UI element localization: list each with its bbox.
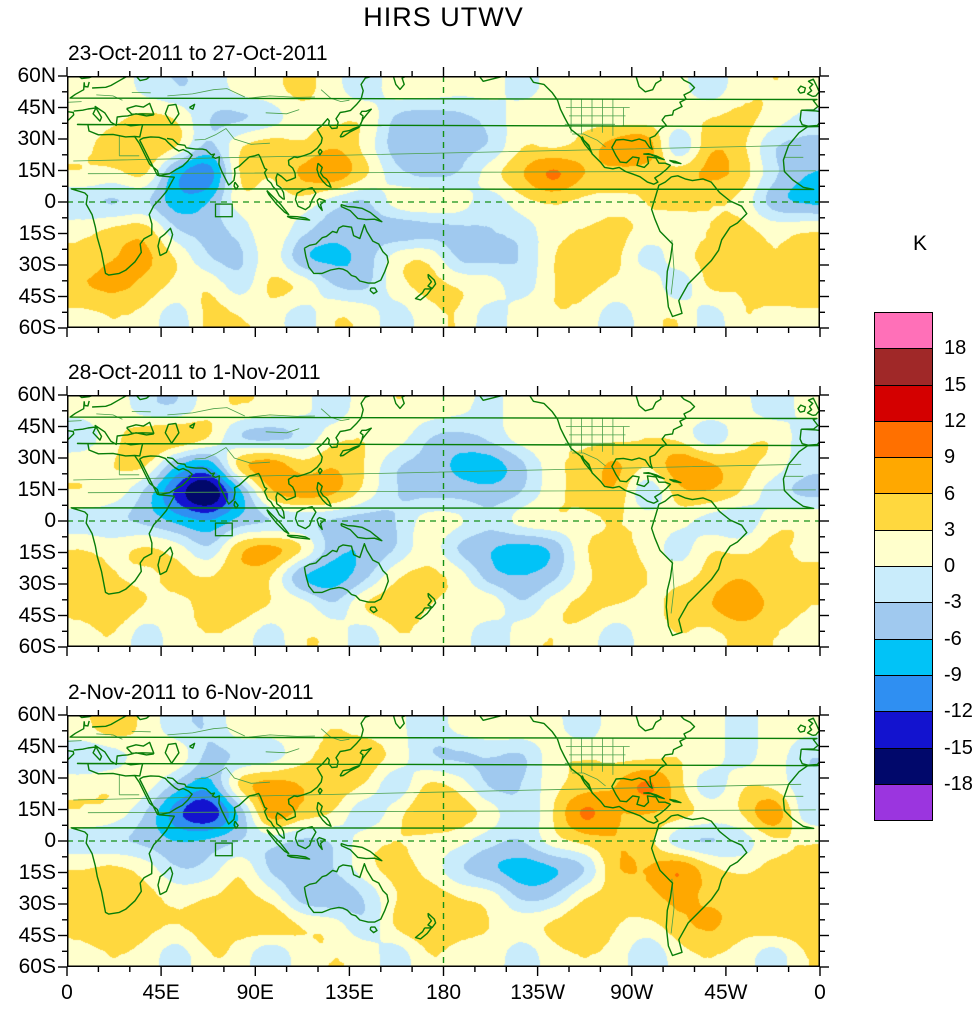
map-frame: [67, 76, 820, 328]
lat-tick-label: 15N: [17, 158, 56, 182]
map-panel-2: [58, 386, 829, 656]
colorbar-segment: [875, 493, 932, 530]
panel-2-title: 28-Oct-2011 to 1-Nov-2011: [68, 361, 321, 384]
map-frame: [67, 395, 820, 647]
panel-3-title: 2-Nov-2011 to 6-Nov-2011: [68, 681, 314, 704]
lat-tick-label: 60S: [18, 955, 56, 978]
lat-tick-label: 30N: [17, 446, 56, 469]
colorbar-segment: [875, 711, 932, 748]
colorbar: [874, 312, 933, 822]
lat-tick-label: 15S: [18, 221, 56, 245]
map-frame: [67, 715, 820, 967]
panel-1-map-overlay: [58, 67, 829, 337]
country-borders: [67, 727, 816, 934]
colorbar-unit-label: K: [912, 232, 927, 255]
lat-tick-label: 45N: [17, 414, 56, 438]
lon-tick-label: 180: [425, 981, 462, 1004]
colorbar-tick-label: -3: [944, 591, 962, 614]
lat-tick-label: 15N: [17, 477, 56, 501]
colorbar-tick-label: 6: [944, 482, 956, 505]
lon-tick-label: 90W: [610, 981, 654, 1004]
lon-tick-label: 0: [61, 981, 73, 1004]
colorbar-segment: [875, 674, 932, 712]
map-panel-3: [58, 706, 829, 976]
lat-tick-label: 30N: [17, 766, 56, 789]
colorbar-tick-label: -9: [944, 664, 962, 686]
colorbar-segment: [875, 783, 932, 821]
coastlines: [69, 395, 820, 637]
lat-tick-label: 30S: [18, 253, 56, 276]
lat-tick-label: 45N: [17, 95, 56, 119]
lat-tick-label: 45S: [18, 603, 56, 627]
colorbar-tick-label: 12: [944, 409, 967, 432]
lat-tick-label: 60S: [18, 316, 56, 339]
lat-tick-label: 45S: [18, 923, 56, 947]
lat-tick-label: 60S: [18, 635, 56, 658]
page-title: HIRS UTWV: [363, 2, 524, 32]
lat-tick-label: 30S: [18, 892, 56, 915]
colorbar-segment: [875, 313, 932, 349]
colorbar-tick-label: 9: [944, 446, 956, 469]
lat-tick-label: 45S: [18, 284, 56, 308]
lon-tick-label: 45W: [704, 981, 748, 1004]
colorbar-segment: [875, 420, 932, 458]
country-borders: [67, 88, 816, 295]
country-borders: [819, 101, 820, 103]
map-panel-1: [58, 67, 829, 337]
lat-tick-label: 30S: [18, 572, 56, 595]
axis-ticks: [58, 67, 829, 337]
coastlines: [69, 76, 820, 318]
lat-tick-label: 60N: [17, 64, 56, 87]
lon-tick-label: 90E: [236, 981, 274, 1004]
colorbar-segment: [875, 457, 932, 494]
lat-tick-label: 0: [44, 829, 56, 852]
colorbar-tick-label: -6: [944, 627, 962, 650]
lat-tick-label: 60N: [17, 703, 56, 726]
panel-1-title: 23-Oct-2011 to 27-Oct-2011: [68, 42, 328, 65]
lat-tick-label: 0: [44, 509, 56, 532]
lat-tick-label: 15S: [18, 540, 56, 564]
coastlines: [823, 76, 979, 317]
lon-tick-label: 135W: [510, 981, 566, 1004]
colorbar-segment: [875, 348, 932, 385]
lon-tick-label: 0: [814, 981, 826, 1004]
country-borders: [67, 407, 816, 614]
colorbar-segment: [875, 384, 932, 421]
lat-tick-label: 45N: [17, 734, 56, 758]
axis-ticks: [58, 386, 829, 656]
colorbar-segment: [875, 602, 932, 639]
coastlines: [69, 715, 820, 957]
colorbar-tick-label: -15: [944, 736, 973, 759]
roi-box: [214, 522, 233, 537]
colorbar-tick-label: 3: [944, 518, 956, 541]
colorbar-segment: [875, 566, 932, 603]
lat-tick-label: 30N: [17, 127, 56, 150]
lat-tick-label: 15S: [18, 860, 56, 884]
roi-box: [214, 203, 233, 218]
panel-2-map-overlay: [58, 386, 829, 656]
colorbar-tick-label: -18: [944, 772, 973, 795]
roi-box: [214, 842, 233, 857]
axis-ticks: [58, 706, 829, 976]
panel-3-map-overlay: [58, 706, 829, 976]
colorbar-tick-label: 0: [944, 555, 956, 578]
lat-tick-label: 15N: [17, 797, 56, 821]
colorbar-tick-label: 15: [944, 373, 967, 396]
lat-tick-label: 60N: [17, 383, 56, 406]
colorbar-segment: [875, 638, 932, 675]
colorbar-tick-label: -12: [944, 700, 973, 723]
lon-tick-label: 135E: [324, 981, 374, 1004]
colorbar-tick-label: 18: [944, 337, 967, 360]
colorbar-segment: [875, 529, 932, 567]
lat-tick-label: 0: [44, 190, 56, 213]
lon-tick-label: 45E: [142, 981, 180, 1004]
colorbar-segment: [875, 747, 932, 784]
